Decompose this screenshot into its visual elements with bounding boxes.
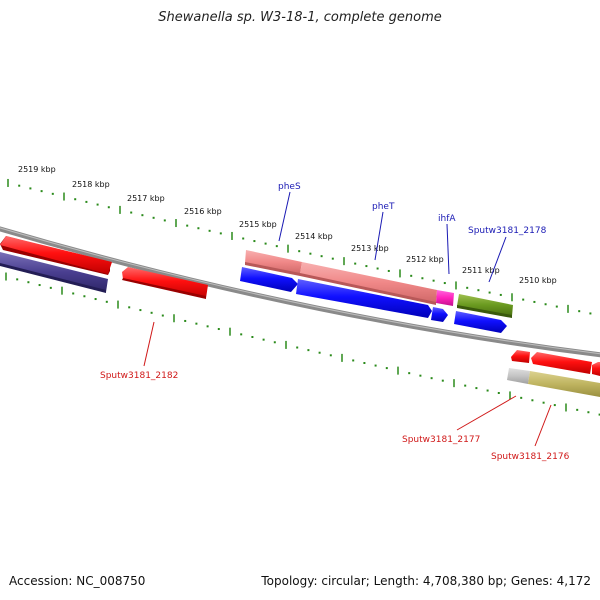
lower-scale-ticks [5, 272, 600, 416]
label-sputw3181-2178: Sputw3181_2178 [468, 226, 547, 236]
gene-red-left[interactable] [0, 236, 112, 275]
gene-sputw3181-2178[interactable] [457, 294, 513, 318]
genome-backbone [0, 226, 600, 358]
gene-ihfa-blue[interactable] [431, 307, 448, 322]
tick-label-2515: 2515 kbp [239, 220, 277, 229]
gene-phes-blue[interactable] [240, 267, 298, 292]
pointer-sputw3181-2182 [143, 321, 155, 367]
accession-text: Accession: NC_008750 [9, 574, 146, 588]
tick-label-2511: 2511 kbp [462, 266, 500, 275]
pointer-sputw3181-2176 [534, 404, 552, 447]
pointer-ihfa [446, 223, 450, 275]
label-sputw3181-2182: Sputw3181_2182 [100, 371, 178, 381]
tick-label-2516: 2516 kbp [184, 207, 222, 216]
genome-backbone-highlight [0, 227, 600, 355]
gene-phet[interactable] [300, 262, 437, 305]
label-phet: pheT [372, 202, 395, 212]
gene-navy-left[interactable] [0, 252, 108, 293]
pointer-sputw3181-2178 [488, 236, 507, 283]
tick-label-2517: 2517 kbp [127, 194, 165, 203]
upper-scale-ticks [7, 178, 592, 315]
label-phes: pheS [278, 182, 301, 192]
pointer-phes [278, 191, 291, 242]
pointer-sputw3181-2177 [456, 395, 517, 431]
label-sputw3181-2177: Sputw3181_2177 [402, 435, 480, 445]
gene-sputw3181-2176[interactable] [528, 371, 600, 397]
pointer-phet [374, 211, 384, 261]
gene-red-right[interactable] [531, 352, 600, 376]
tick-label-2519: 2519 kbp [18, 165, 56, 174]
tick-label-2514: 2514 kbp [295, 232, 333, 241]
tick-label-2513: 2513 kbp [351, 244, 389, 253]
tick-label-2510: 2510 kbp [519, 276, 557, 285]
topology-text: Topology: circular; Length: 4,708,380 bp… [261, 574, 591, 588]
tick-label-2518: 2518 kbp [72, 180, 110, 189]
map-title: Shewanella sp. W3-18-1, complete genome [158, 10, 442, 25]
gene-ihfa[interactable] [436, 290, 454, 306]
gene-sputw3181-2177[interactable] [507, 368, 530, 384]
tick-label-2512: 2512 kbp [406, 255, 444, 264]
gene-red-right-small[interactable] [511, 350, 530, 363]
gene-phes[interactable] [245, 250, 302, 276]
gene-phet-blue[interactable] [296, 279, 432, 318]
label-sputw3181-2176: Sputw3181_2176 [491, 452, 570, 462]
label-ihfa: ihfA [438, 214, 456, 224]
gene-sputw3181-2178-blue[interactable] [454, 311, 507, 333]
gene-sputw3181-2182[interactable] [122, 267, 208, 299]
